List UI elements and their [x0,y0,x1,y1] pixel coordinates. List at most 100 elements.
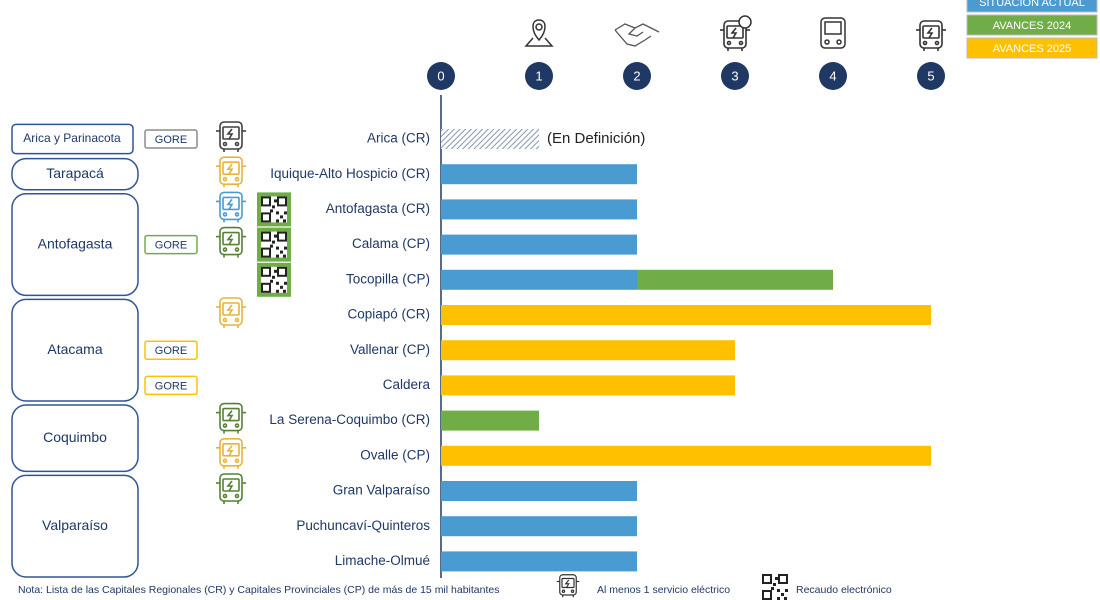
region-box [11,298,139,402]
region-label: Arica y Parinacota [23,131,121,145]
wheel [934,40,940,46]
note-qr: Recaudo electrónico [796,584,892,596]
category-label: Puchuncaví-Quinteros [296,518,430,533]
qr-eye [762,590,772,600]
gore-badge [144,375,198,396]
category-label: La Serena-Coquimbo (CR) [269,412,430,427]
legend-swatch [966,14,1098,36]
qr-dot [781,593,784,596]
wheel [234,141,240,147]
bus-body [219,156,243,185]
category-label: Antofagasta (CR) [326,201,430,216]
bar-segment [441,305,931,325]
qr-eye [261,282,271,293]
bar-segment [441,340,735,361]
qr-dot [280,250,283,254]
region-label: Antofagasta [38,235,113,251]
pin-hole [535,23,543,31]
wheel [726,40,732,46]
category-label: Vallenar (CP) [350,342,430,357]
icon-location [524,19,554,47]
wheel [570,589,575,593]
icon-handshake [614,23,660,47]
gore-label: GORE [155,380,187,392]
qr-dot [270,244,273,248]
qr-icon [257,192,291,227]
qr-dot [284,211,287,215]
wheel [234,423,240,428]
stage-circle [623,62,651,90]
bar-segment [441,375,735,396]
wheel [234,176,240,182]
gore-label: GORE [155,345,187,357]
bus-body [919,20,943,49]
qr-dot [284,281,287,285]
qr-icon [257,262,291,297]
bus-body [559,574,577,596]
stage-label: 5 [927,68,934,83]
qr-dot [270,279,273,283]
qr-eye [762,574,772,584]
qr-dot [276,219,279,223]
bolt [226,234,234,246]
bus-window [561,577,575,589]
qr-dot [775,577,778,580]
legend-swatch [966,37,1098,59]
region-box [11,474,139,578]
bus-body [219,191,243,221]
stage-label: 4 [829,68,836,83]
qr-dot [276,281,279,285]
stage-circle [525,62,553,90]
qr-eye [778,574,788,584]
bus-icon [556,574,580,598]
bar-segment [441,445,931,466]
wheel [234,317,240,323]
qr-dot [276,254,279,258]
plus [738,15,752,29]
bus-icon [216,226,246,258]
bus-body [219,473,243,502]
bar-segment [637,269,833,290]
stage-label: 3 [731,68,738,83]
wheel [234,458,240,464]
legend-label: AVANCES 2025 [993,43,1071,55]
wheel [222,176,228,182]
bus-icon [216,437,246,469]
region-box [11,123,134,155]
pin [532,19,546,42]
legend-label: AVANCES 2024 [993,20,1071,32]
bolt [226,445,234,457]
qr-dot [773,583,776,586]
qr-dot [280,285,283,289]
stage-circle [819,62,847,90]
qr-eye [261,196,271,207]
note-bus: Al menos 1 servicio eléctrico [597,584,730,596]
bolt [226,128,234,140]
bus-body [723,20,747,49]
qr-eye [261,231,271,242]
wheel [222,493,228,499]
qr-dot [276,289,279,293]
bar-segment [441,551,637,572]
bolt [226,163,234,175]
gore-label: GORE [155,134,187,146]
bar-annotation: (En Definición) [547,130,645,147]
stage-circle [721,62,749,90]
wheel [738,40,744,46]
qr-icon [762,574,788,600]
gore-label: GORE [155,240,187,252]
region-label: Tarapacá [46,165,104,181]
wheel [234,247,240,252]
wheel [234,493,240,499]
bar-segment [441,481,637,501]
body [820,17,846,49]
bus-window [222,302,240,316]
qr-eye [261,266,271,277]
bus-window [222,126,240,140]
gore-badge [144,129,198,149]
qr-eye [277,266,287,277]
legend-swatch [966,0,1098,13]
bus-icon [216,156,246,188]
bus-window [222,231,240,246]
gore-badge [144,340,198,360]
